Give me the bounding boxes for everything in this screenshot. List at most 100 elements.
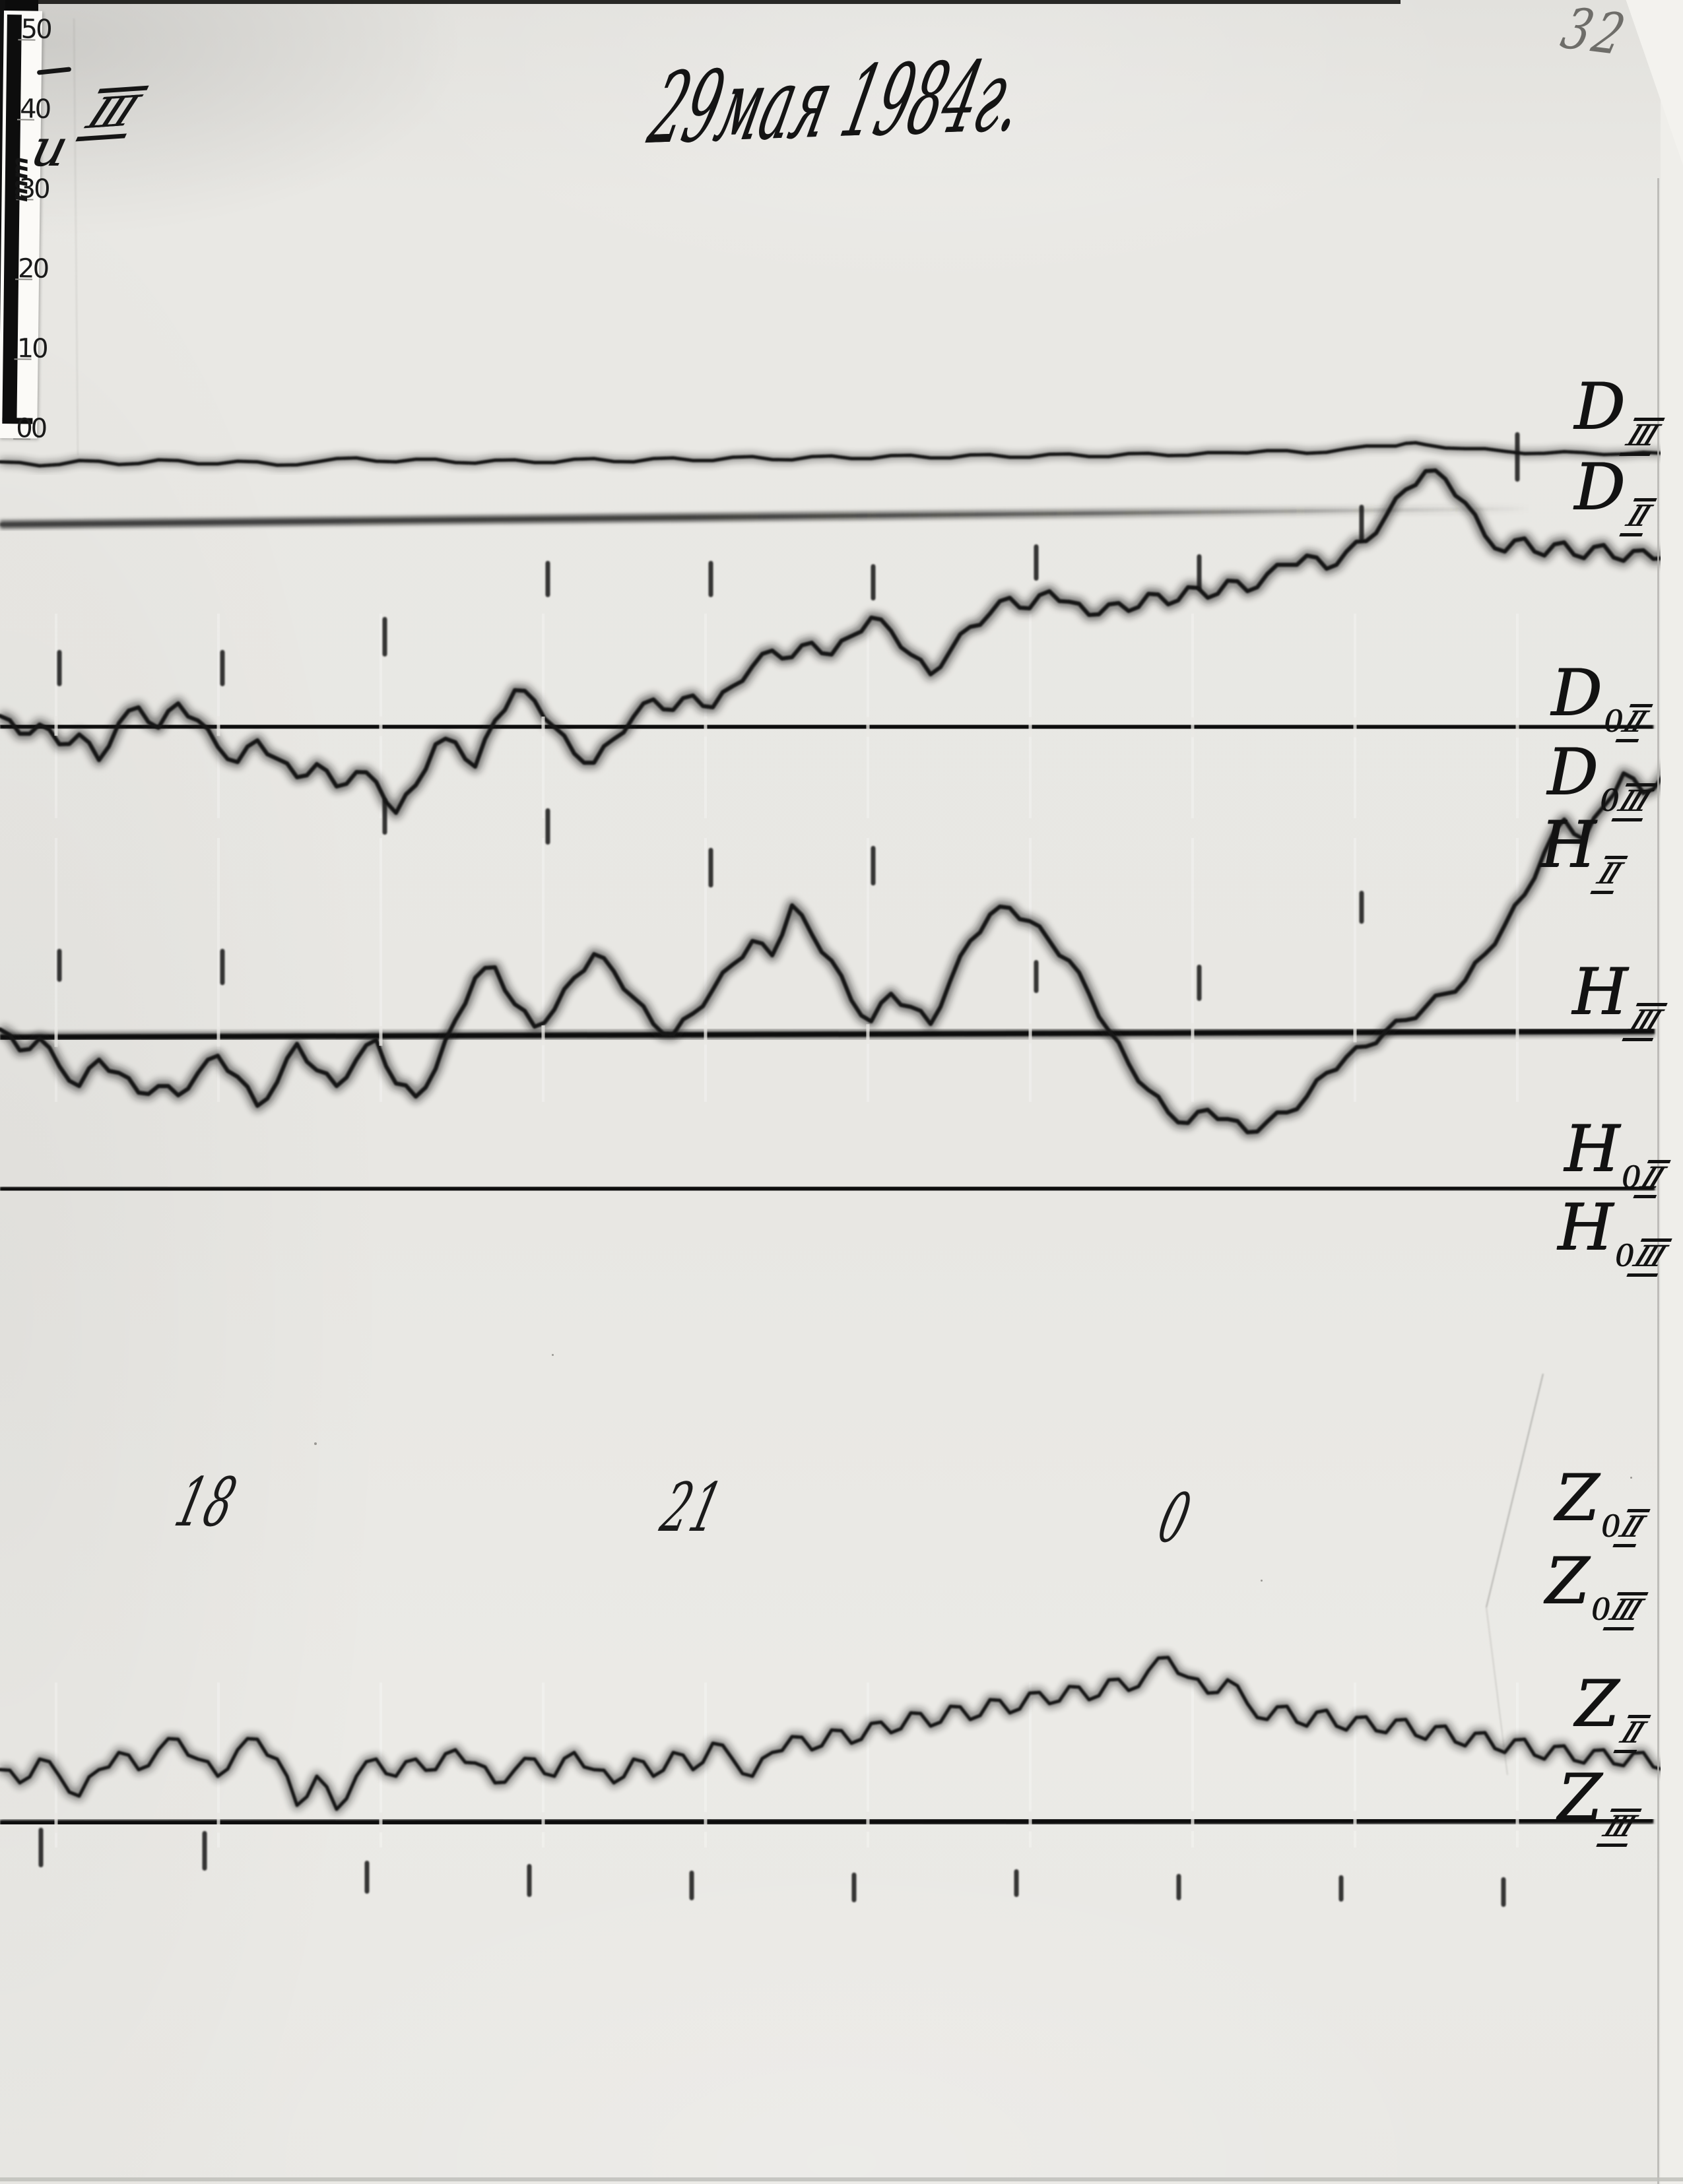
channel-label-Z-III: ZIII — [1558, 1766, 1642, 1847]
paper-crease — [1486, 1607, 1508, 1776]
hour-mark-dash — [202, 1831, 207, 1871]
hour-mark-dash — [545, 808, 550, 845]
channel-letter: H — [1564, 1112, 1620, 1186]
hour-streak — [1354, 838, 1356, 1102]
hour-streak — [217, 838, 220, 1102]
hour-streak — [380, 838, 382, 1102]
baseline-hour-gap — [54, 716, 58, 736]
channel-label-H0-II: H0II — [1564, 1117, 1671, 1198]
ruler-tick-line — [18, 39, 36, 41]
baseline-hour-gap — [1191, 1811, 1195, 1832]
H-II-trace-halo — [0, 761, 1674, 1138]
channel-label-D-II: DII — [1574, 455, 1657, 536]
baseline-hour-gap — [704, 1025, 708, 1045]
baseline-hour-gap — [866, 1811, 870, 1832]
hour-streak — [867, 838, 869, 1102]
channel-letter: Z — [1575, 1667, 1619, 1741]
hour-mark-dash — [38, 1828, 44, 1867]
H0-baseline — [0, 1185, 1655, 1192]
paper-crease — [1486, 1373, 1544, 1608]
channel-label-Z0-II: Z0II — [1555, 1466, 1651, 1547]
hour-streak — [704, 838, 707, 1102]
hour-streak — [217, 1683, 220, 1847]
hour-streak — [1354, 1683, 1356, 1847]
hour-streak — [867, 614, 869, 818]
H-II-trace — [0, 765, 1675, 1134]
hour-mark-dash — [57, 650, 62, 686]
hour-streak — [1354, 614, 1356, 818]
scan-right-margin — [1661, 0, 1683, 2184]
date-title: 29мая 1984г. — [639, 38, 1036, 166]
channel-letter: H — [1540, 808, 1596, 882]
baseline-hour-gap — [866, 717, 870, 737]
hour-streak — [1191, 1683, 1194, 1847]
hour-mark-dash — [1359, 891, 1364, 924]
channel-subscript: II — [1613, 1715, 1651, 1753]
hour-mark-dash — [220, 650, 225, 686]
channel-letter: H — [1558, 1190, 1613, 1264]
dust-speck — [1630, 1477, 1632, 1479]
baseline-hour-gap — [1028, 1811, 1032, 1832]
hour-streak — [1516, 614, 1519, 818]
baseline-hour-gap — [704, 1812, 708, 1832]
channel-label-Z0-III: Z0III — [1545, 1549, 1649, 1630]
baseline-hour-gap — [541, 716, 545, 736]
dust-speck — [552, 1354, 554, 1356]
channel-subscript: III — [1622, 1003, 1668, 1041]
channel-subscript: 0III — [1600, 783, 1658, 821]
hour-mark-dash — [545, 561, 550, 597]
channel-subscript: II — [1590, 856, 1628, 894]
hour-streak — [1516, 1683, 1519, 1847]
ruler-tick-line — [14, 358, 32, 360]
hour-streak — [1516, 838, 1519, 1102]
hour-mark-dash — [1034, 544, 1039, 581]
channel-letter: Z — [1545, 1544, 1589, 1618]
channel-letter: D — [1551, 656, 1602, 730]
hour-streak — [1029, 614, 1032, 818]
channel-subscript: II — [1619, 498, 1657, 536]
channel-letter: Z — [1555, 1461, 1599, 1535]
baseline-hour-gap — [1028, 717, 1032, 737]
channel-label-H-II: HII — [1540, 813, 1628, 894]
Z-baseline — [0, 1818, 1654, 1826]
channel-letter: Z — [1558, 1760, 1602, 1834]
baseline-hour-gap — [216, 716, 220, 736]
hour-streak — [1191, 838, 1194, 1102]
D-III-trace — [0, 441, 1665, 468]
hour-mark-dash — [1197, 554, 1202, 591]
channel-letter: D — [1547, 735, 1598, 809]
D-II-trace — [0, 468, 1675, 815]
channel-subscript: III — [1619, 418, 1665, 456]
channel-subscript: 0II — [1621, 1159, 1671, 1198]
dust-speck — [1261, 1580, 1263, 1582]
channel-subscript-zero: 0 — [1600, 1508, 1620, 1544]
channel-subscript: 0III — [1614, 1238, 1672, 1277]
hour-mark-dash — [1515, 432, 1520, 482]
baseline-hour-gap — [1515, 1021, 1519, 1042]
hour-mark-dash — [220, 949, 225, 985]
hour-streak — [380, 614, 382, 818]
hour-mark-dash — [708, 848, 713, 887]
hour-mark-dash — [57, 949, 62, 982]
baseline-hour-gap — [54, 1813, 58, 1833]
hour-streak — [55, 838, 57, 1102]
channel-subscript-zero: 0 — [1621, 1159, 1641, 1195]
baseline-hour-gap — [866, 1024, 870, 1044]
channel-subscript: III — [1596, 1809, 1642, 1847]
baseline-hour-gap — [704, 717, 708, 737]
baseline-hour-gap — [1191, 717, 1195, 738]
baseline-hour-gap — [379, 716, 383, 736]
channel-label-H-III: HIII — [1572, 960, 1668, 1041]
D0-baseline — [0, 723, 1654, 731]
hour-streak — [704, 614, 707, 818]
baseline-hour-gap — [1191, 1023, 1195, 1043]
hour-streak — [542, 838, 544, 1102]
Z-II-trace — [0, 1655, 1678, 1811]
channel-subscript-zero: 0 — [1614, 1238, 1634, 1273]
corner-annotation-dash — [36, 67, 72, 75]
hour-mark-dash — [851, 1873, 857, 1902]
hour-mark-dash — [527, 1864, 532, 1897]
hour-streak — [1029, 1683, 1032, 1847]
